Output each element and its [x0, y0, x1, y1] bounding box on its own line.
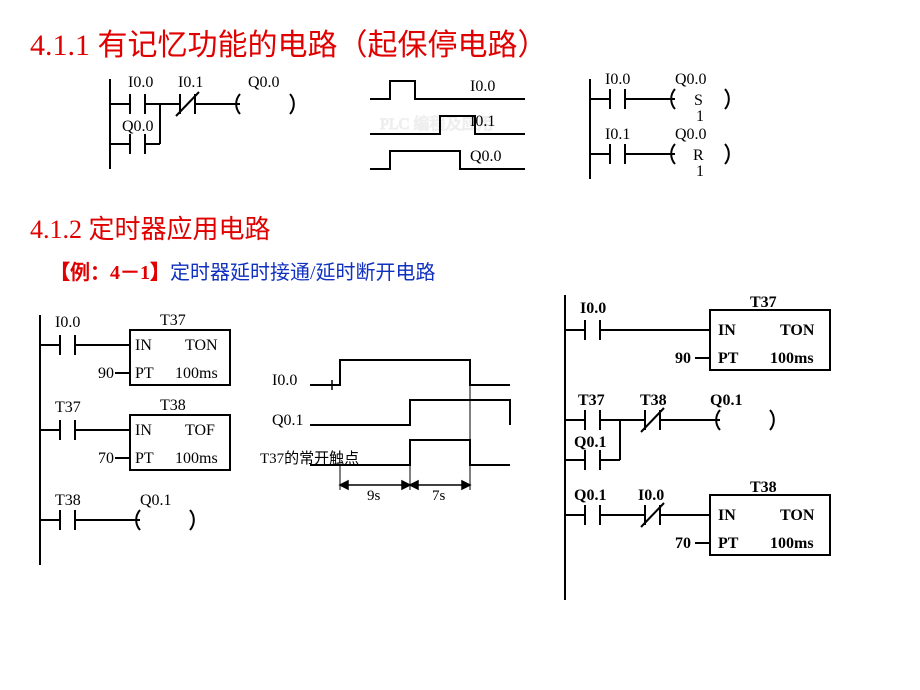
heading-412: 4.1.2 定时器应用电路	[30, 209, 890, 246]
lbl: I0.0	[55, 314, 80, 331]
lbl: 1	[696, 108, 704, 125]
lbl: IN	[135, 337, 152, 354]
lbl: Q0.1	[574, 434, 606, 451]
ladder-a: I0.0 T37 IN TON 90 PT 100ms T37 T38 IN T…	[30, 295, 250, 575]
lbl: 100ms	[770, 535, 814, 552]
lbl: Q0.1	[710, 392, 742, 409]
lbl: T37的常开触点	[260, 450, 359, 467]
row-411: I0.0 I0.1 Q0.0 Q0.0 PLC 编程及应用 I0.0 I0.1 …	[30, 69, 890, 189]
timing-latch: PLC 编程及应用 I0.0 I0.1 Q0.0	[360, 69, 550, 189]
lbl: Q0.1	[272, 412, 304, 429]
lbl: I0.0	[580, 300, 606, 317]
lbl: T37	[750, 295, 777, 311]
lbl: T38	[640, 392, 667, 409]
lbl: 90	[675, 350, 691, 367]
lbl: I0.1	[178, 74, 203, 91]
lbl: Q0.0	[248, 74, 280, 91]
lbl: I0.0	[272, 372, 297, 389]
lbl: T38	[750, 479, 777, 496]
ladder-b: I0.0 T37 IN TON 90 PT 100ms T37 T38 Q0.1…	[550, 295, 850, 605]
example-line: 【例：4－1】定时器延时接通/延时断开电路	[50, 256, 890, 285]
lbl: I0.1	[470, 113, 495, 130]
lbl: TON	[185, 337, 218, 354]
lbl: Q0.1	[574, 487, 606, 504]
lbl: 70	[98, 450, 114, 467]
lbl: 70	[675, 535, 691, 552]
lbl: PT	[718, 535, 739, 552]
lbl: 100ms	[175, 365, 218, 382]
lbl: Q0.0	[675, 126, 707, 143]
lbl: IN	[718, 322, 736, 339]
lbl: I0.1	[605, 126, 630, 143]
lbl: 90	[98, 365, 114, 382]
lbl: R	[693, 147, 704, 164]
lbl: 100ms	[175, 450, 218, 467]
lbl: IN	[718, 507, 736, 524]
heading-411: 4.1.1 有记忆功能的电路（起保停电路）	[30, 20, 890, 64]
ladder-sr: I0.0 Q0.0 S 1 I0.1 Q0.0 R 1	[580, 69, 760, 189]
lbl: Q0.0	[470, 148, 502, 165]
lbl: Q0.1	[140, 492, 172, 509]
lbl: T38	[55, 492, 81, 509]
lbl: Q0.0	[675, 71, 707, 88]
lbl: I0.0	[128, 74, 153, 91]
row-412: I0.0 T37 IN TON 90 PT 100ms T37 T38 IN T…	[30, 295, 890, 605]
lbl: PT	[718, 350, 739, 367]
lbl: IN	[135, 422, 152, 439]
lbl: PT	[135, 450, 154, 467]
lbl: 1	[696, 163, 704, 180]
lbl: TON	[780, 322, 815, 339]
lbl: T37	[160, 312, 186, 329]
lbl: 100ms	[770, 350, 814, 367]
lbl: T37	[578, 392, 605, 409]
lbl: 7s	[432, 488, 446, 504]
ladder-latch: I0.0 I0.1 Q0.0 Q0.0	[100, 69, 330, 189]
lbl: PT	[135, 365, 154, 382]
lbl: S	[694, 92, 703, 109]
lbl: T38	[160, 397, 186, 414]
lbl: TON	[780, 507, 815, 524]
lbl: I0.0	[605, 71, 630, 88]
lbl: T37	[55, 399, 81, 416]
lbl: 9s	[367, 488, 381, 504]
lbl: I0.0	[638, 487, 664, 504]
lbl: I0.0	[470, 78, 495, 95]
lbl: Q0.0	[122, 118, 154, 135]
lbl: TOF	[185, 422, 215, 439]
timing-2: I0.0 Q0.1 T37的常开触点 9s 7s	[260, 335, 540, 535]
